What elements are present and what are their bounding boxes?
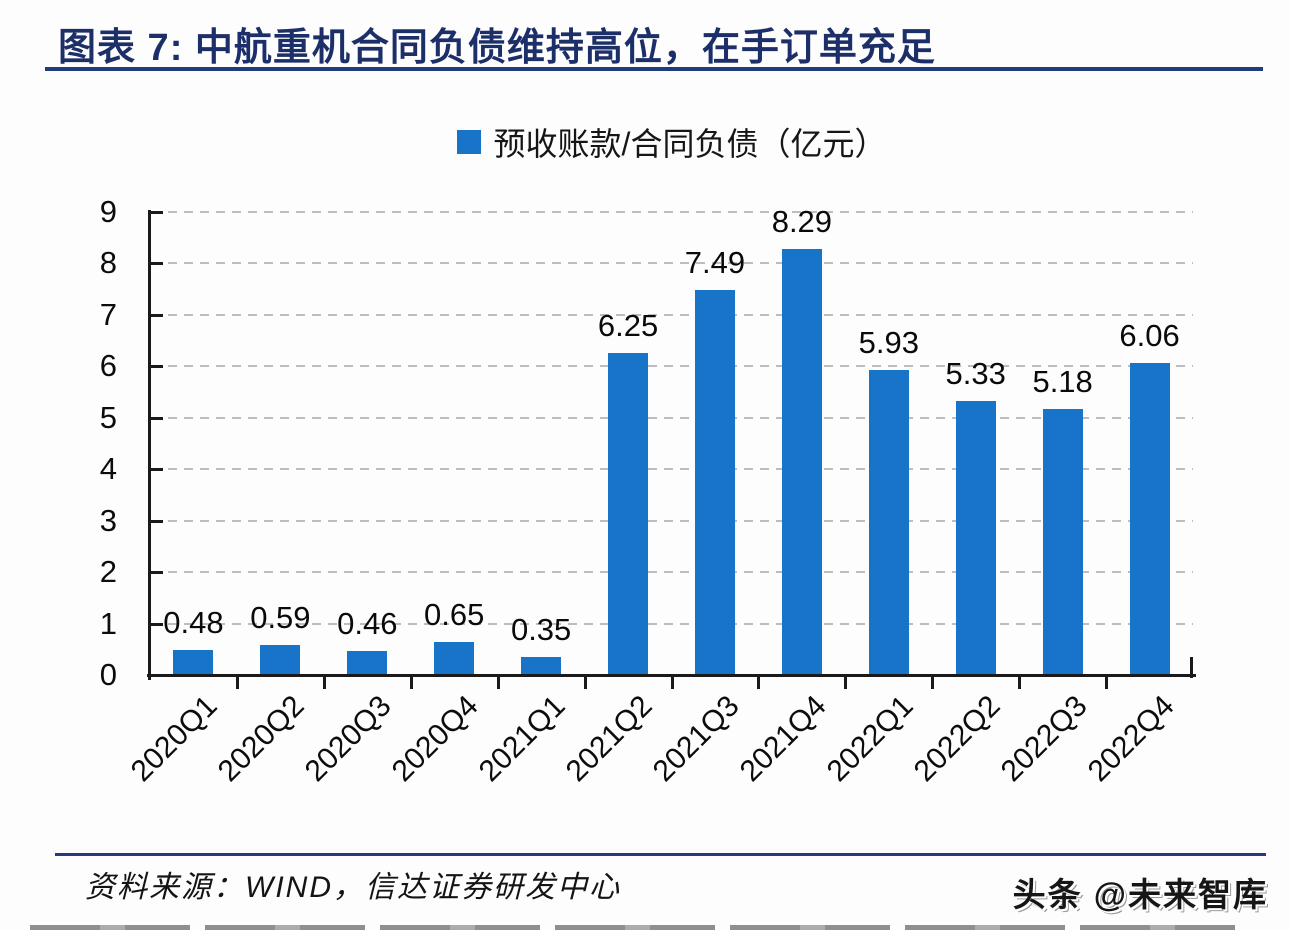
legend-square-marker-icon [456,130,481,154]
y-axis-tick [151,622,163,626]
bar-value-label: 0.48 [163,605,224,640]
bar [347,651,388,675]
bar-value-label: 0.35 [510,612,572,647]
y-axis-line [148,210,151,680]
gridline [152,211,1193,213]
gridline [152,468,1193,471]
bar-value-label: 7.49 [684,245,746,280]
gridline [152,519,1193,522]
x-axis-tick [1018,675,1022,689]
x-axis-tick [670,675,674,689]
cropped-text-edge [30,925,1235,930]
y-axis-tick-label: 9 [99,194,117,229]
x-axis-tick [322,675,326,689]
bar [260,645,301,675]
legend-series-label: 预收账款/合同负债（亿元） [493,126,887,162]
y-axis-tick [151,571,163,575]
watermark-byline: 头条 @未来智库 [1012,876,1268,913]
x-axis-tick [757,675,761,689]
y-axis-tick-label: 4 [99,451,117,487]
chart-title: 图表 7: 中航重机合同负债维持高位，在手订单充足 [58,27,936,69]
bar [694,290,735,675]
title-divider-line [45,67,1263,71]
y-axis-tick [151,365,163,369]
bar-value-label: 5.18 [1032,364,1093,399]
y-axis-tick [151,468,163,472]
x-axis-tick [583,675,587,689]
y-axis-tick-label: 1 [99,605,117,641]
bar-value-label: 5.93 [858,325,919,360]
footer-divider-line [55,853,1266,856]
y-axis-tick-label: 8 [99,245,117,281]
bar-value-label: 6.06 [1119,318,1180,353]
data-source-note: 资料来源：WIND，信达证券研发中心 [85,871,621,904]
bar [1042,409,1083,675]
x-axis-tick-label: 2022Q4 [1081,689,1181,789]
y-axis-tick-label: 3 [99,502,117,538]
x-axis-tick [844,675,848,689]
gridline [152,571,1193,574]
bar-value-label: 6.25 [597,308,659,343]
y-axis-tick-label: 2 [99,554,117,590]
y-axis-tick [151,211,163,214]
bar-value-label: 0.46 [337,606,398,641]
bar-value-label: 8.29 [771,204,833,239]
x-axis-tick [1105,675,1109,689]
bar [955,401,996,675]
x-axis-tick-label: 2021Q3 [646,689,746,789]
bar [1129,363,1170,675]
x-axis-tick-label: 2022Q3 [994,689,1094,789]
x-axis-tick-label: 2022Q1 [820,689,920,789]
gridline [152,313,1193,316]
x-axis-tick [409,675,413,689]
gridline [152,416,1193,419]
x-axis-end-cap [1190,657,1193,678]
bar [608,353,649,675]
bar-value-label: 0.65 [424,597,485,632]
y-axis-tick-label: 0 [99,657,117,692]
x-axis-tick-label: 2022Q2 [907,689,1007,789]
bar [781,249,822,675]
bar [173,650,214,675]
y-axis-tick-label: 6 [99,348,117,384]
x-axis-tick [931,675,935,689]
bar-value-label: 0.59 [250,600,311,635]
y-axis-tick [151,519,163,523]
gridline [152,262,1193,265]
x-axis-tick-label: 2021Q4 [733,689,833,789]
bar [434,642,475,675]
bar [521,657,562,675]
y-axis-tick [151,416,163,420]
chart-legend: 预收账款/合同负债（亿元） [150,120,1193,164]
x-axis-tick [235,675,239,689]
gridline [152,622,1193,625]
bar [868,370,909,675]
y-axis-tick-label: 7 [99,296,117,332]
x-axis-tick [496,675,500,689]
y-axis-tick [151,313,163,317]
gridline [152,365,1193,368]
y-axis-tick [151,262,163,266]
y-axis-tick-label: 5 [99,399,117,435]
bar-value-label: 5.33 [945,356,1006,391]
